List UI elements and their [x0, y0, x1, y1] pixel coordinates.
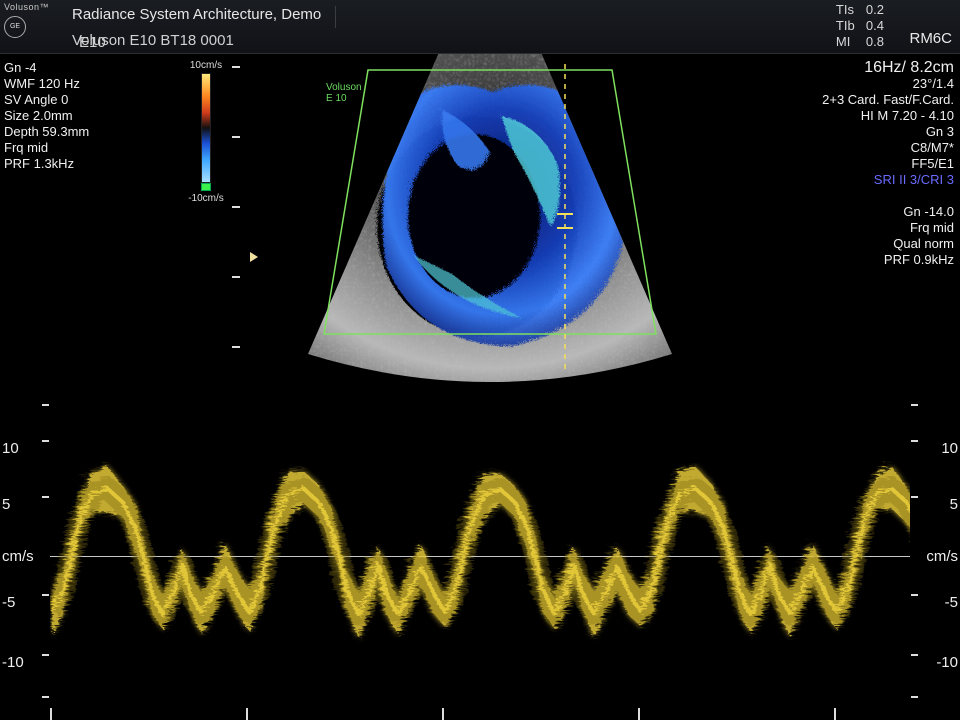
right-param: Gn -14.0: [822, 204, 954, 220]
colorbar-gradient: [201, 73, 211, 183]
right-param: PRF 0.9kHz: [822, 252, 954, 268]
right-param: Gn 3: [822, 124, 954, 140]
right-param: 2+3 Card. Fast/F.Card.: [822, 92, 954, 108]
hz-depth: 16Hz/ 8.2cm: [822, 60, 954, 76]
ultrasound-sector-view[interactable]: Voluson E 10: [300, 54, 680, 390]
doppler-spectral-view[interactable]: 10 5 cm/s -5 -10 10 5 cm/s -5 -10: [0, 396, 960, 720]
header-bar: Voluson™ GE E10 Radiance System Architec…: [0, 0, 960, 54]
left-param: Gn -4: [4, 60, 89, 76]
doppler-yaxis-right: 10 5 cm/s -5 -10: [910, 396, 958, 720]
brand-logo: Voluson™ GE E10: [4, 2, 62, 50]
right-param: Frq mid: [822, 220, 954, 236]
doppler-ytick-label: -5: [2, 594, 50, 611]
doppler-ytick-label: 5: [910, 496, 958, 513]
left-param: PRF 1.3kHz: [4, 156, 89, 172]
sri-label: SRI II 3/CRI 3: [822, 172, 954, 188]
colorbar-top-label: 10cm/s: [186, 60, 226, 71]
scan-svg: [300, 54, 680, 390]
depth-scale-ticks: [232, 66, 244, 416]
color-velocity-scale: 10cm/s -10cm/s: [186, 60, 226, 204]
probe-label: RM6C: [909, 30, 952, 47]
doppler-xtick: [246, 708, 248, 720]
colorbar-marker: [201, 183, 211, 191]
doppler-ytick-label: cm/s: [910, 548, 958, 565]
right-param: HI M 7.20 - 4.10: [822, 108, 954, 124]
left-param: Depth 59.3mm: [4, 124, 89, 140]
left-param: WMF 120 Hz: [4, 76, 89, 92]
doppler-xtick: [638, 708, 640, 720]
doppler-ytick-label: -10: [2, 654, 50, 671]
right-param: FF5/E1: [822, 156, 954, 172]
doppler-yaxis-left: 10 5 cm/s -5 -10: [2, 396, 50, 720]
mi-value: 0.8: [866, 34, 884, 49]
doppler-ytick-label: -5: [910, 594, 958, 611]
thermal-indices: TIs0.2 TIb0.4 MI0.8: [836, 2, 884, 50]
doppler-ytick-label: -10: [910, 654, 958, 671]
tib-value: 0.4: [866, 18, 884, 33]
colorbar-bottom-label: -10cm/s: [186, 193, 226, 204]
right-param: 23°/1.4: [822, 76, 954, 92]
left-parameter-list: Gn -4WMF 120 HzSV Angle 0Size 2.0mmDepth…: [4, 60, 89, 172]
doppler-xtick: [50, 708, 52, 720]
system-subtitle: Voluson E10 BT18 0001: [72, 32, 234, 49]
scan-watermark: Voluson E 10: [326, 82, 362, 104]
ge-logo-icon: GE: [4, 16, 26, 38]
doppler-xtick: [442, 708, 444, 720]
doppler-ytick-label: 10: [2, 440, 50, 457]
doppler-ytick-label: 5: [2, 496, 50, 513]
doppler-ytick-label: 10: [910, 440, 958, 457]
right-param: C8/M7*: [822, 140, 954, 156]
left-param: SV Angle 0: [4, 92, 89, 108]
doppler-xtick: [834, 708, 836, 720]
left-param: Size 2.0mm: [4, 108, 89, 124]
tis-value: 0.2: [866, 2, 884, 17]
doppler-ytick-label: cm/s: [2, 548, 50, 565]
brand-text: Voluson™: [4, 2, 62, 12]
right-param: Qual norm: [822, 236, 954, 252]
patient-title: Radiance System Architecture, Demo: [72, 6, 336, 28]
left-param: Frq mid: [4, 140, 89, 156]
right-parameter-list: 16Hz/ 8.2cm 23°/1.42+3 Card. Fast/F.Card…: [822, 60, 954, 268]
play-indicator-icon: [250, 252, 258, 262]
doppler-waveform: [50, 396, 910, 720]
